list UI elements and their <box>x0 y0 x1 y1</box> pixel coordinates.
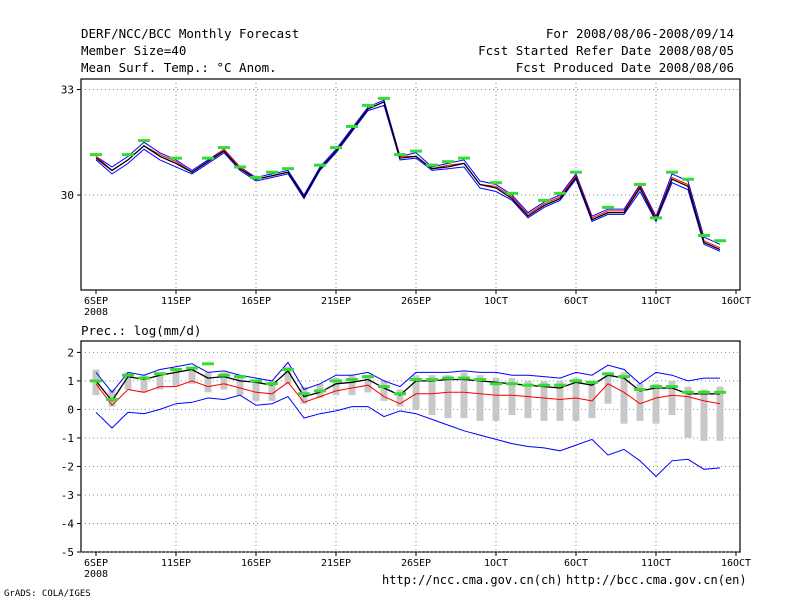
url-chinese[interactable]: http://ncc.cma.gov.cn(ch) <box>382 573 563 587</box>
spread-bar <box>588 380 596 418</box>
spread-bar <box>284 366 292 384</box>
spread-bar <box>540 380 548 421</box>
temp-xtick-label: 11OCT <box>641 296 671 307</box>
spread-bar <box>700 389 708 441</box>
spread-bar <box>172 369 180 387</box>
spread-bar <box>220 372 228 390</box>
temp-series-median <box>95 101 721 249</box>
prec-xtick-label: 16SEP <box>241 558 271 569</box>
prec-xtick-label: 1OCT <box>484 558 508 569</box>
prec-xtick-label: 11SEP <box>161 558 191 569</box>
spread-bar <box>508 378 516 416</box>
temp-ytick-label: 33 <box>61 84 74 97</box>
prec-year-label: 2008 <box>84 569 108 580</box>
prec-xtick-label: 26SEP <box>401 558 431 569</box>
spread-bar <box>636 383 644 421</box>
prec-series-mean <box>95 368 720 403</box>
prec-frame <box>80 340 741 553</box>
spread-bar <box>332 378 340 396</box>
prec-ytick-label: 1 <box>67 375 74 388</box>
member-size: Member Size=40 <box>81 43 187 58</box>
prec-xtick-label: 16OCT <box>721 558 751 569</box>
prec-ytick-label: 0 <box>67 403 74 416</box>
temp-frame <box>80 78 741 291</box>
spread-bar <box>252 380 260 401</box>
prec-xtick-label: 21SEP <box>321 558 351 569</box>
spread-bar <box>444 375 452 418</box>
spread-bar <box>364 375 372 393</box>
prec-ytick-label: -5 <box>61 546 74 559</box>
prec-xtick-label: 6OCT <box>564 558 588 569</box>
spread-bar <box>156 372 164 390</box>
temp-xtick-label: 21SEP <box>321 296 351 307</box>
forecast-period: For 2008/08/06-2008/09/14 <box>545 26 734 41</box>
produced-date: Fcst Produced Date 2008/08/06 <box>515 60 734 75</box>
spread-bar <box>204 372 212 393</box>
temp-xtick-label: 16SEP <box>241 296 271 307</box>
grads-credit: GrADS: COLA/IGES <box>4 589 91 599</box>
temp-xtick-label: 6OCT <box>564 296 588 307</box>
prec-series-ensemble-max <box>95 361 720 394</box>
spread-bar <box>492 378 500 421</box>
temp-xtick-label: 6SEP <box>84 296 108 307</box>
spread-bar <box>572 378 580 421</box>
spread-bar <box>188 366 196 384</box>
spread-bar <box>348 375 356 396</box>
prec-ytick-label: 2 <box>67 346 74 359</box>
spread-bar <box>556 380 564 421</box>
precip-panel-title: Prec.: log(mm/d) <box>81 323 202 338</box>
spread-bar <box>396 389 404 407</box>
prec-ytick-label: -1 <box>61 432 74 445</box>
temp-xtick-label: 16OCT <box>721 296 751 307</box>
spread-bar <box>124 372 132 390</box>
prec-series-median <box>95 380 721 406</box>
spread-bar <box>620 372 628 424</box>
spread-bar <box>140 375 148 393</box>
prec-xtick-label: 6SEP <box>84 558 108 569</box>
variable-label: Mean Surf. Temp.: °C Anom. <box>81 60 277 75</box>
temp-series-mean <box>95 101 721 251</box>
spread-bar <box>412 375 420 410</box>
spread-bar <box>652 383 660 424</box>
temp-series-lower <box>95 104 721 252</box>
temp-ytick-label: 30 <box>61 189 74 202</box>
spread-bar <box>604 372 612 404</box>
spread-bar <box>524 380 532 418</box>
prec-ytick-label: -4 <box>61 517 75 530</box>
spread-bar <box>380 380 388 401</box>
prec-series-ensemble-min <box>95 394 721 478</box>
temp-xtick-label: 11SEP <box>161 296 191 307</box>
prec-xtick-label: 11OCT <box>641 558 671 569</box>
temp-year-label: 2008 <box>84 307 108 318</box>
spread-bar <box>684 386 692 438</box>
chart-title: DERF/NCC/BCC Monthly Forecast <box>81 26 300 41</box>
prec-ytick-label: -3 <box>61 489 74 502</box>
temp-series-upper <box>95 99 721 245</box>
spread-bar <box>476 375 484 421</box>
url-english[interactable]: http://bcc.cma.gov.cn(en) <box>566 573 747 587</box>
spread-bar <box>716 386 724 441</box>
spread-bar <box>668 380 676 416</box>
spread-bar <box>460 372 468 418</box>
temp-xtick-label: 26SEP <box>401 296 431 307</box>
spread-bar <box>428 375 436 416</box>
spread-bar <box>268 380 276 401</box>
prec-ytick-label: -2 <box>61 460 74 473</box>
spread-bar <box>236 378 244 396</box>
temp-xtick-label: 1OCT <box>484 296 508 307</box>
start-date: Fcst Started Refer Date 2008/08/05 <box>478 43 734 58</box>
